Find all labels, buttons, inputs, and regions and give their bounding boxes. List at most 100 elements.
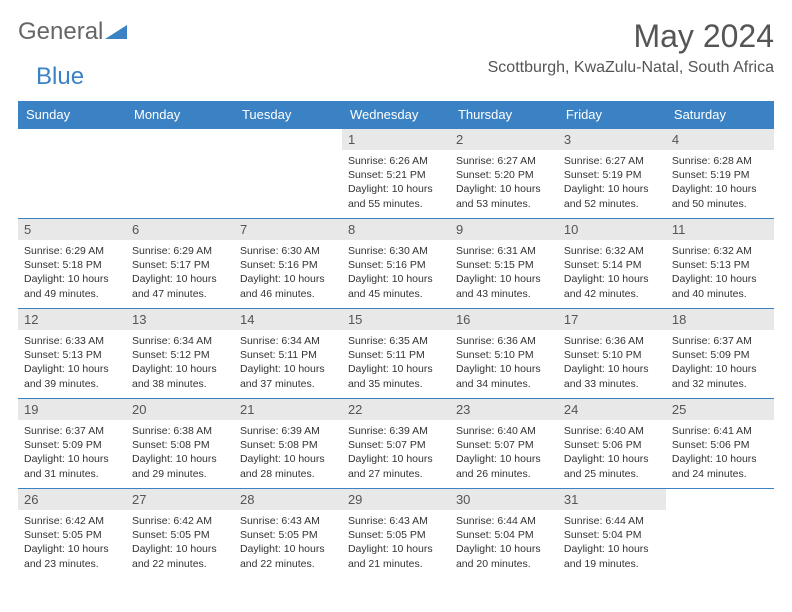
day-details: Sunrise: 6:38 AMSunset: 5:08 PMDaylight:…	[126, 420, 234, 485]
day-number: 18	[666, 309, 774, 330]
day-details: Sunrise: 6:27 AMSunset: 5:20 PMDaylight:…	[450, 150, 558, 215]
day-details: Sunrise: 6:34 AMSunset: 5:12 PMDaylight:…	[126, 330, 234, 395]
calendar-cell: 12Sunrise: 6:33 AMSunset: 5:13 PMDayligh…	[18, 309, 126, 399]
calendar-cell: 15Sunrise: 6:35 AMSunset: 5:11 PMDayligh…	[342, 309, 450, 399]
calendar-cell: 8Sunrise: 6:30 AMSunset: 5:16 PMDaylight…	[342, 219, 450, 309]
day-details: Sunrise: 6:41 AMSunset: 5:06 PMDaylight:…	[666, 420, 774, 485]
day-details: Sunrise: 6:39 AMSunset: 5:08 PMDaylight:…	[234, 420, 342, 485]
day-number: 21	[234, 399, 342, 420]
weekday-header: Friday	[558, 101, 666, 129]
day-number: 17	[558, 309, 666, 330]
day-number: 28	[234, 489, 342, 510]
calendar-week-row: 12Sunrise: 6:33 AMSunset: 5:13 PMDayligh…	[18, 309, 774, 399]
calendar-cell: 9Sunrise: 6:31 AMSunset: 5:15 PMDaylight…	[450, 219, 558, 309]
calendar-cell: 29Sunrise: 6:43 AMSunset: 5:05 PMDayligh…	[342, 489, 450, 579]
logo: General	[18, 18, 127, 46]
calendar-cell: 14Sunrise: 6:34 AMSunset: 5:11 PMDayligh…	[234, 309, 342, 399]
day-number: 26	[18, 489, 126, 510]
logo-text-general: General	[18, 18, 103, 46]
calendar-cell: 24Sunrise: 6:40 AMSunset: 5:06 PMDayligh…	[558, 399, 666, 489]
calendar-cell	[18, 129, 126, 219]
calendar-cell: 31Sunrise: 6:44 AMSunset: 5:04 PMDayligh…	[558, 489, 666, 579]
day-number: 8	[342, 219, 450, 240]
day-number: 1	[342, 129, 450, 150]
calendar-week-row: 5Sunrise: 6:29 AMSunset: 5:18 PMDaylight…	[18, 219, 774, 309]
day-number: 7	[234, 219, 342, 240]
weekday-header: Tuesday	[234, 101, 342, 129]
calendar-cell	[234, 129, 342, 219]
day-number: 11	[666, 219, 774, 240]
day-number: 30	[450, 489, 558, 510]
calendar-header-row: SundayMondayTuesdayWednesdayThursdayFrid…	[18, 101, 774, 129]
calendar-cell	[126, 129, 234, 219]
day-number: 16	[450, 309, 558, 330]
weekday-header: Sunday	[18, 101, 126, 129]
calendar-cell: 13Sunrise: 6:34 AMSunset: 5:12 PMDayligh…	[126, 309, 234, 399]
day-details: Sunrise: 6:44 AMSunset: 5:04 PMDaylight:…	[450, 510, 558, 575]
day-number: 14	[234, 309, 342, 330]
calendar-cell: 7Sunrise: 6:30 AMSunset: 5:16 PMDaylight…	[234, 219, 342, 309]
day-number: 5	[18, 219, 126, 240]
day-details: Sunrise: 6:37 AMSunset: 5:09 PMDaylight:…	[666, 330, 774, 395]
calendar-cell: 25Sunrise: 6:41 AMSunset: 5:06 PMDayligh…	[666, 399, 774, 489]
day-number: 23	[450, 399, 558, 420]
calendar-cell: 10Sunrise: 6:32 AMSunset: 5:14 PMDayligh…	[558, 219, 666, 309]
calendar-cell: 28Sunrise: 6:43 AMSunset: 5:05 PMDayligh…	[234, 489, 342, 579]
day-details: Sunrise: 6:31 AMSunset: 5:15 PMDaylight:…	[450, 240, 558, 305]
month-title: May 2024	[488, 18, 774, 55]
calendar-cell: 26Sunrise: 6:42 AMSunset: 5:05 PMDayligh…	[18, 489, 126, 579]
day-number: 31	[558, 489, 666, 510]
day-details: Sunrise: 6:44 AMSunset: 5:04 PMDaylight:…	[558, 510, 666, 575]
day-details: Sunrise: 6:33 AMSunset: 5:13 PMDaylight:…	[18, 330, 126, 395]
day-number: 10	[558, 219, 666, 240]
calendar-cell: 2Sunrise: 6:27 AMSunset: 5:20 PMDaylight…	[450, 129, 558, 219]
day-details: Sunrise: 6:32 AMSunset: 5:13 PMDaylight:…	[666, 240, 774, 305]
day-details: Sunrise: 6:30 AMSunset: 5:16 PMDaylight:…	[342, 240, 450, 305]
day-details: Sunrise: 6:40 AMSunset: 5:07 PMDaylight:…	[450, 420, 558, 485]
day-number: 20	[126, 399, 234, 420]
day-details: Sunrise: 6:39 AMSunset: 5:07 PMDaylight:…	[342, 420, 450, 485]
title-block: May 2024 Scottburgh, KwaZulu-Natal, Sout…	[488, 18, 774, 77]
day-number: 2	[450, 129, 558, 150]
calendar-cell: 17Sunrise: 6:36 AMSunset: 5:10 PMDayligh…	[558, 309, 666, 399]
day-details: Sunrise: 6:42 AMSunset: 5:05 PMDaylight:…	[126, 510, 234, 575]
calendar-cell: 19Sunrise: 6:37 AMSunset: 5:09 PMDayligh…	[18, 399, 126, 489]
day-number: 4	[666, 129, 774, 150]
calendar-week-row: 19Sunrise: 6:37 AMSunset: 5:09 PMDayligh…	[18, 399, 774, 489]
calendar-week-row: 26Sunrise: 6:42 AMSunset: 5:05 PMDayligh…	[18, 489, 774, 579]
day-number: 29	[342, 489, 450, 510]
day-number: 9	[450, 219, 558, 240]
weekday-header: Saturday	[666, 101, 774, 129]
day-details: Sunrise: 6:29 AMSunset: 5:17 PMDaylight:…	[126, 240, 234, 305]
calendar-cell: 30Sunrise: 6:44 AMSunset: 5:04 PMDayligh…	[450, 489, 558, 579]
location-text: Scottburgh, KwaZulu-Natal, South Africa	[488, 59, 774, 77]
calendar-week-row: 1Sunrise: 6:26 AMSunset: 5:21 PMDaylight…	[18, 129, 774, 219]
day-details: Sunrise: 6:42 AMSunset: 5:05 PMDaylight:…	[18, 510, 126, 575]
day-details: Sunrise: 6:36 AMSunset: 5:10 PMDaylight:…	[558, 330, 666, 395]
calendar-cell: 1Sunrise: 6:26 AMSunset: 5:21 PMDaylight…	[342, 129, 450, 219]
day-details: Sunrise: 6:35 AMSunset: 5:11 PMDaylight:…	[342, 330, 450, 395]
day-number: 12	[18, 309, 126, 330]
calendar-cell: 11Sunrise: 6:32 AMSunset: 5:13 PMDayligh…	[666, 219, 774, 309]
day-details: Sunrise: 6:37 AMSunset: 5:09 PMDaylight:…	[18, 420, 126, 485]
calendar-cell: 4Sunrise: 6:28 AMSunset: 5:19 PMDaylight…	[666, 129, 774, 219]
calendar-cell: 22Sunrise: 6:39 AMSunset: 5:07 PMDayligh…	[342, 399, 450, 489]
day-details: Sunrise: 6:34 AMSunset: 5:11 PMDaylight:…	[234, 330, 342, 395]
weekday-header: Monday	[126, 101, 234, 129]
calendar-cell: 16Sunrise: 6:36 AMSunset: 5:10 PMDayligh…	[450, 309, 558, 399]
calendar-cell	[666, 489, 774, 579]
day-number: 22	[342, 399, 450, 420]
calendar-cell: 5Sunrise: 6:29 AMSunset: 5:18 PMDaylight…	[18, 219, 126, 309]
day-details: Sunrise: 6:32 AMSunset: 5:14 PMDaylight:…	[558, 240, 666, 305]
calendar-cell: 6Sunrise: 6:29 AMSunset: 5:17 PMDaylight…	[126, 219, 234, 309]
day-details: Sunrise: 6:43 AMSunset: 5:05 PMDaylight:…	[234, 510, 342, 575]
day-number: 24	[558, 399, 666, 420]
calendar-table: SundayMondayTuesdayWednesdayThursdayFrid…	[18, 101, 774, 579]
day-details: Sunrise: 6:30 AMSunset: 5:16 PMDaylight:…	[234, 240, 342, 305]
day-details: Sunrise: 6:40 AMSunset: 5:06 PMDaylight:…	[558, 420, 666, 485]
day-number: 3	[558, 129, 666, 150]
calendar-cell: 3Sunrise: 6:27 AMSunset: 5:19 PMDaylight…	[558, 129, 666, 219]
calendar-cell: 27Sunrise: 6:42 AMSunset: 5:05 PMDayligh…	[126, 489, 234, 579]
day-details: Sunrise: 6:43 AMSunset: 5:05 PMDaylight:…	[342, 510, 450, 575]
day-number: 6	[126, 219, 234, 240]
